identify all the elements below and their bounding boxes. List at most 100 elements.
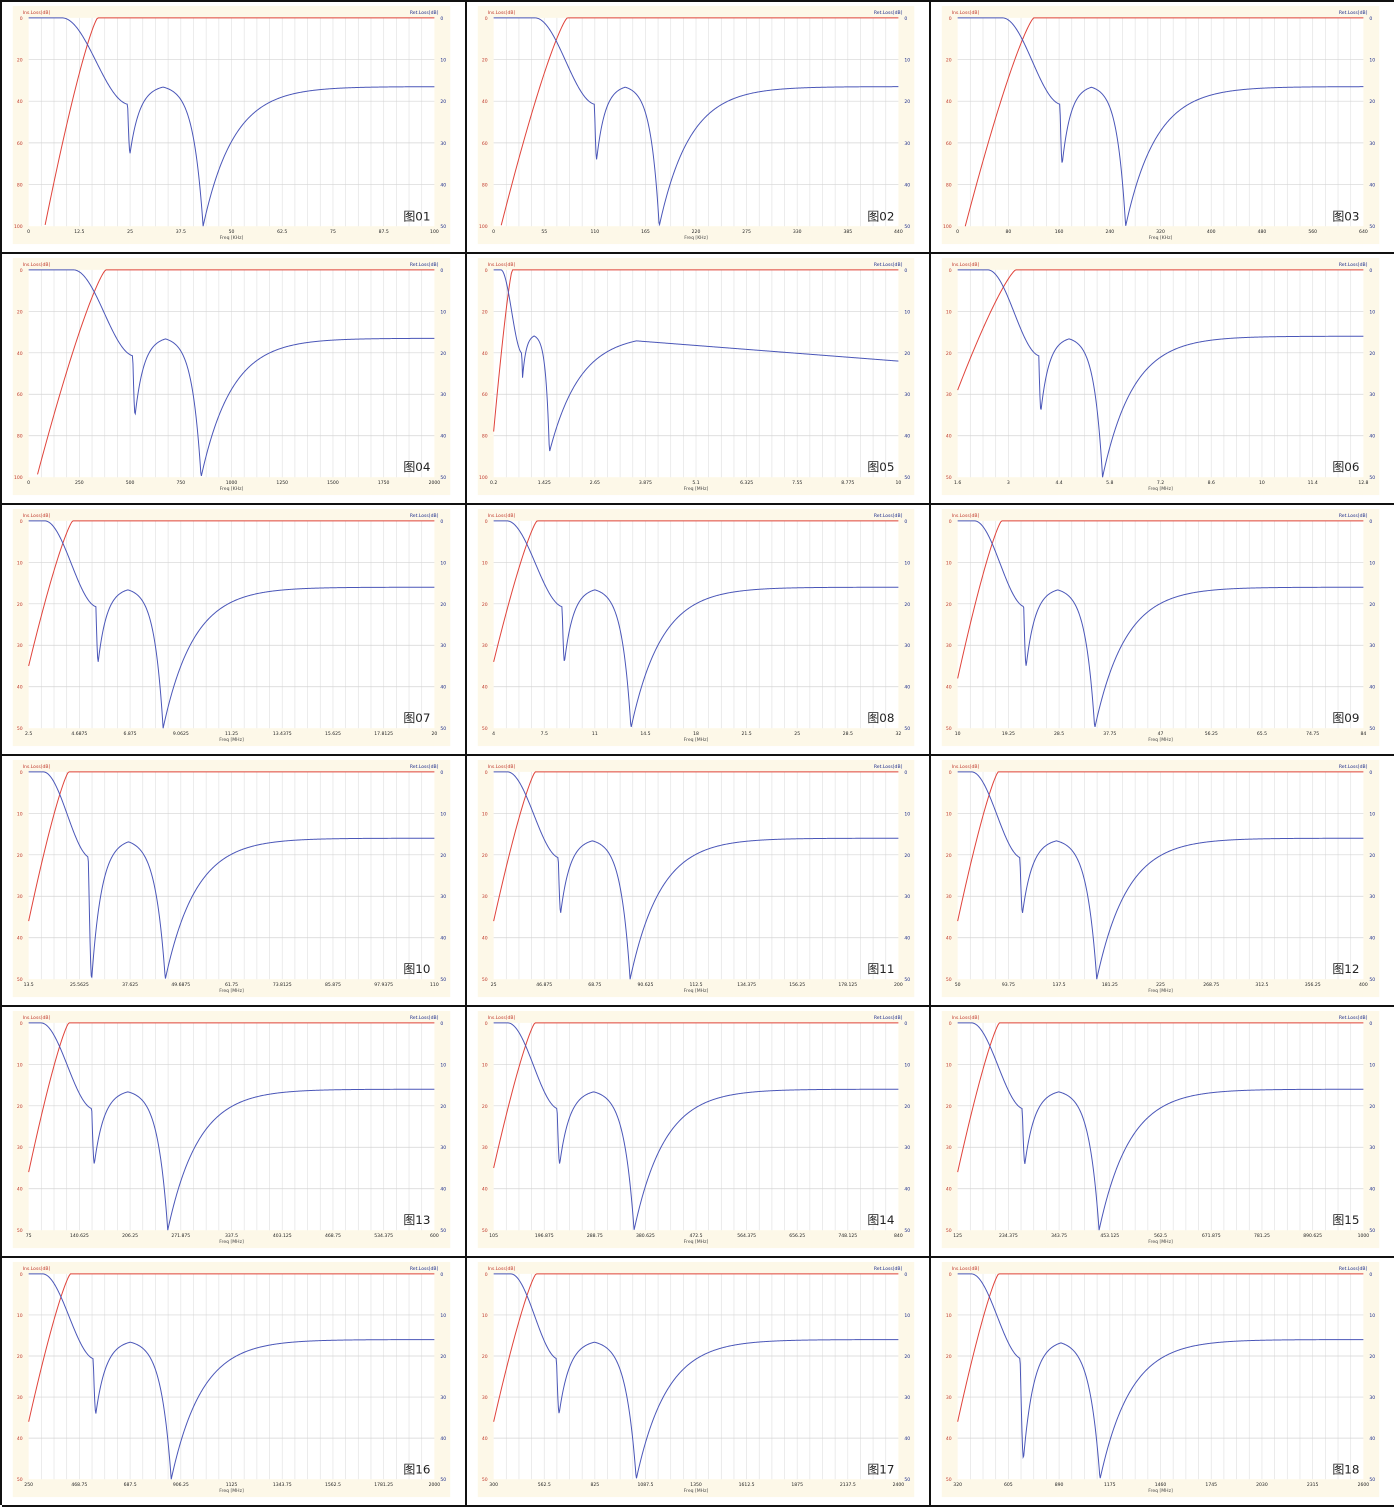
x-axis-label: Freq [MHz] [219, 988, 244, 994]
right-tick-label: 50 [904, 1228, 910, 1234]
left-axis-label: Ins.Loss[dB] [952, 1266, 980, 1272]
left-axis-label: Ins.Loss[dB] [952, 764, 980, 770]
x-tick-label: 0 [27, 229, 30, 235]
x-tick-label: 178.125 [838, 982, 857, 988]
chart-panel: Ins.Loss[dB] Ret.Loss[dB] 0 10 20 30 40 50 0 10 20… [931, 254, 1394, 505]
x-tick-label: 134.375 [737, 982, 756, 988]
right-tick-label: 10 [440, 1313, 446, 1319]
x-tick-label: 225 [1156, 982, 1165, 988]
figure-label: 图10 [403, 962, 430, 976]
return-loss-series [28, 17, 435, 227]
left-tick-label: 10 [482, 560, 488, 566]
left-tick-label: 10 [946, 309, 952, 315]
return-loss-series [493, 269, 899, 452]
right-tick-label: 0 [1369, 770, 1372, 776]
insertion-loss-series [28, 1273, 435, 1422]
x-tick-label: 3.875 [639, 480, 652, 486]
return-loss-series [957, 1273, 1364, 1479]
left-tick-label: 0 [20, 1021, 23, 1027]
right-tick-label: 0 [1369, 519, 1372, 525]
left-tick-label: 0 [20, 16, 23, 22]
right-tick-label: 50 [440, 224, 446, 230]
x-tick-label: 564.375 [737, 1233, 756, 1239]
left-axis-label: Ins.Loss[dB] [23, 262, 51, 268]
return-loss-series [957, 269, 1364, 478]
x-tick-label: 10 [955, 731, 961, 737]
left-tick-label: 50 [482, 726, 488, 732]
right-tick-label: 50 [904, 475, 910, 481]
x-axis-label: Freq [KHz] [220, 486, 244, 492]
x-tick-label: 1.6 [954, 480, 961, 486]
chart-panel: Ins.Loss[dB] Ret.Loss[dB] 0 10 20 30 40 50 0 10 20… [467, 505, 931, 756]
right-tick-label: 20 [440, 99, 446, 105]
left-axis-label: Ins.Loss[dB] [488, 1015, 516, 1021]
x-tick-label: 200 [894, 982, 903, 988]
x-tick-label: 160 [1055, 229, 1064, 235]
left-tick-label: 30 [482, 1395, 488, 1401]
chart-svg: Ins.Loss[dB] Ret.Loss[dB]0204060801000102… [12, 257, 451, 496]
x-tick-label: 156.25 [789, 982, 805, 988]
x-tick-label: 84 [1360, 731, 1366, 737]
x-tick-label: 2315 [1307, 1482, 1319, 1488]
right-tick-label: 30 [440, 1395, 446, 1401]
x-tick-label: 2137.5 [840, 1482, 856, 1488]
left-tick-label: 50 [946, 475, 952, 481]
left-tick-label: 20 [946, 351, 952, 357]
chart-panel: Ins.Loss[dB] Ret.Loss[dB] 0 10 20 30 40 50 0 10 20… [467, 756, 931, 1007]
chart-svg: Ins.Loss[dB] Ret.Loss[dB]0204060801000102… [477, 5, 915, 245]
left-axis-label: Ins.Loss[dB] [23, 10, 51, 16]
x-tick-label: 560 [1308, 229, 1317, 235]
x-tick-label: 480 [1258, 229, 1267, 235]
left-tick-label: 40 [946, 1436, 952, 1442]
x-tick-label: 90.625 [637, 982, 653, 988]
x-tick-label: 32 [895, 731, 901, 737]
right-tick-label: 10 [1369, 560, 1375, 566]
x-tick-label: 906.25 [173, 1482, 189, 1488]
left-tick-label: 40 [17, 685, 23, 691]
chart-svg: Ins.Loss[dB] Ret.Loss[dB]0102030405001020… [12, 759, 451, 998]
left-tick-label: 100 [14, 224, 23, 230]
chart-svg: Ins.Loss[dB] Ret.Loss[dB]0102030405001020… [12, 1261, 451, 1498]
right-tick-label: 50 [440, 1228, 446, 1234]
left-tick-label: 40 [482, 1187, 488, 1193]
left-tick-label: 100 [14, 475, 23, 481]
x-tick-label: 343.75 [1051, 1233, 1067, 1239]
x-axis-label: Freq [MHz] [684, 486, 709, 492]
right-axis-label: Ret.Loss[dB] [1339, 1015, 1368, 1021]
left-tick-label: 40 [17, 1436, 23, 1442]
x-tick-label: 21.5 [742, 731, 752, 737]
chart-panel: Ins.Loss[dB] Ret.Loss[dB] 0 10 20 30 40 50 0 10 20… [467, 1007, 931, 1258]
chart-panel: Ins.Loss[dB] Ret.Loss[dB] 0 20 40 60 80 100 0 10 2… [2, 2, 467, 254]
x-tick-label: 234.375 [999, 1233, 1018, 1239]
left-tick-label: 30 [17, 1395, 23, 1401]
x-tick-label: 0 [956, 229, 959, 235]
right-tick-label: 30 [1369, 141, 1375, 147]
return-loss-series [493, 771, 899, 980]
right-axis-label: Ret.Loss[dB] [1339, 1266, 1368, 1272]
x-tick-label: 97.9375 [374, 982, 393, 988]
right-tick-label: 50 [1369, 224, 1375, 230]
right-tick-label: 0 [904, 770, 907, 776]
right-tick-label: 0 [440, 1021, 443, 1027]
insertion-loss-series [500, 17, 899, 226]
x-tick-label: 2030 [1256, 1482, 1268, 1488]
figure-label: 图06 [1332, 460, 1359, 474]
x-axis-label: Freq [MHz] [684, 988, 709, 994]
right-tick-label: 0 [904, 1272, 907, 1278]
chart-panel: Ins.Loss[dB] Ret.Loss[dB] 0 10 20 30 40 50 0 10 20… [931, 1258, 1394, 1507]
insertion-loss-series [493, 269, 899, 432]
chart-svg: Ins.Loss[dB] Ret.Loss[dB]0204060801000102… [941, 5, 1380, 245]
left-tick-label: 50 [17, 1228, 23, 1234]
right-axis-label: Ret.Loss[dB] [410, 10, 439, 16]
x-tick-label: 403.125 [273, 1233, 292, 1239]
x-tick-label: 330 [793, 229, 802, 235]
x-tick-label: 65.5 [1257, 731, 1267, 737]
left-tick-label: 0 [485, 16, 488, 22]
left-tick-label: 0 [949, 1021, 952, 1027]
x-tick-label: 49.6875 [171, 982, 190, 988]
chart-svg: Ins.Loss[dB] Ret.Loss[dB]0204060801000102… [477, 257, 915, 496]
x-tick-label: 11.4 [1308, 480, 1318, 486]
x-tick-label: 11 [592, 731, 598, 737]
x-tick-label: 687.5 [124, 1482, 137, 1488]
x-tick-label: 605 [1004, 1482, 1013, 1488]
